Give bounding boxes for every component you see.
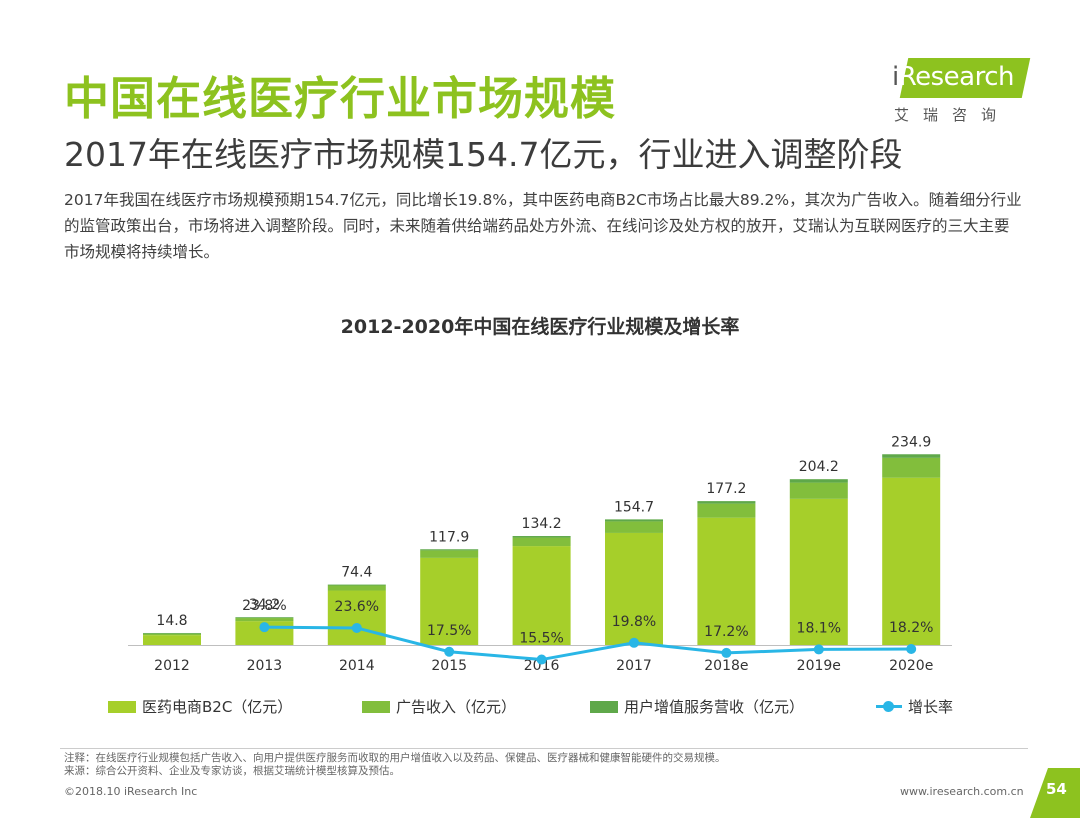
- growth-point-2016: [536, 654, 547, 665]
- legend-swatch-b2c: [108, 700, 136, 713]
- x-tick-label-2018e: 2018e: [704, 658, 748, 674]
- website: www.iresearch.com.cn: [900, 785, 1024, 798]
- bar-ad-2015: [420, 550, 479, 558]
- x-tick-label-2012: 2012: [154, 658, 190, 674]
- logo-initial: i: [892, 62, 899, 92]
- legend-label-b2c: 医药电商B2C（亿元）: [142, 698, 293, 716]
- legend-item-user: 用户增值服务营收（亿元）: [590, 696, 804, 717]
- bar-ad-2017: [605, 521, 663, 533]
- growth-line: [264, 625, 912, 662]
- bar-total-label-2013: 34.2: [249, 597, 280, 613]
- legend-label-user: 用户增值服务营收（亿元）: [624, 698, 805, 716]
- bar-user-2017: [605, 519, 663, 522]
- chart-title: 2012-2020年中国在线医疗行业规模及增长率: [340, 316, 740, 338]
- growth-label-2013: 23.8%: [242, 598, 286, 614]
- bar-user-2012: [143, 632, 201, 634]
- copyright: ©2018.10 iResearch Inc: [64, 785, 198, 798]
- legend-line-growth: [876, 701, 902, 712]
- footnote: 注释：在线医疗行业规模包括广告收入、向用户提供医疗服务而收取的用户增值收入以及药…: [64, 752, 726, 778]
- iresearch-logo: iResearch 艾瑞咨询: [884, 56, 1034, 126]
- x-tick-label-2014: 2014: [339, 658, 375, 674]
- bar-total-label-2018e: 177.2: [706, 481, 746, 497]
- growth-label-2018e: 17.2%: [704, 624, 748, 640]
- bar-user-2014: [327, 584, 386, 586]
- growth-point-2017: [629, 637, 639, 648]
- bar-b2c-2015: [420, 557, 479, 645]
- legend-label-growth: 增长率: [908, 698, 954, 716]
- growth-label-2019e: 18.1%: [797, 620, 841, 636]
- bar-b2c-2014: [327, 590, 386, 645]
- growth-point-2019e: [813, 644, 824, 655]
- x-tick-label-2013: 2013: [247, 658, 283, 674]
- x-tick-label-2015: 2015: [431, 658, 467, 674]
- bar-ad-2019e: [789, 482, 848, 499]
- bar-total-label-2019e: 204.2: [799, 459, 839, 475]
- legend-label-ad: 广告收入（亿元）: [396, 698, 517, 716]
- growth-point-2013: [259, 622, 270, 633]
- legend-item-growth: 增长率: [876, 696, 953, 717]
- growth-point-2018e: [721, 647, 732, 658]
- bar-b2c-2017: [605, 532, 663, 645]
- x-tick-label-2020e: 2020e: [889, 658, 933, 674]
- growth-point-2015: [444, 646, 455, 657]
- legend-item-b2c: 医药电商B2C（亿元）: [108, 696, 292, 717]
- page-title: 中国在线医疗行业市场规模: [64, 72, 617, 125]
- chart-legend: 医药电商B2C（亿元） 广告收入（亿元） 用户增值服务营收（亿元） 增长率: [0, 696, 1080, 720]
- growth-point-2020e: [906, 644, 917, 655]
- page-number: 54: [1046, 780, 1067, 798]
- logo-chinese: 艾瑞咨询: [894, 106, 1011, 124]
- bar-user-2016: [512, 536, 571, 538]
- footer-divider: [60, 748, 1028, 749]
- logo-brand: Research: [898, 62, 1015, 92]
- bar-b2c-2012: [143, 635, 201, 645]
- bar-user-2013: [235, 617, 294, 619]
- bar-b2c-2020e: [882, 477, 941, 645]
- x-tick-label-2017: 2017: [616, 658, 652, 674]
- bar-b2c-2018e: [697, 517, 756, 645]
- legend-swatch-ad: [362, 700, 390, 713]
- growth-label-2016: 15.5%: [519, 631, 563, 647]
- x-tick-label-2016: 2016: [524, 658, 560, 674]
- bar-ad-2018e: [697, 503, 756, 518]
- growth-label-2015: 17.5%: [427, 623, 471, 639]
- bar-ad-2014: [327, 585, 386, 591]
- bar-user-2019e: [789, 479, 848, 483]
- bar-user-2018e: [697, 501, 756, 504]
- x-tick-label-2019e: 2019e: [797, 658, 841, 674]
- bar-total-label-2020e: 234.9: [891, 434, 931, 450]
- bar-total-label-2012: 14.8: [156, 613, 187, 629]
- bar-total-label-2017: 154.7: [614, 499, 654, 515]
- legend-item-ad: 广告收入（亿元）: [362, 696, 516, 717]
- bar-user-2015: [420, 549, 479, 551]
- bar-ad-2016: [512, 537, 571, 547]
- growth-label-2020e: 18.2%: [889, 620, 933, 636]
- note-text: 注释：在线医疗行业规模包括广告收入、向用户提供医疗服务而收取的用户增值收入以及药…: [64, 752, 726, 764]
- growth-point-2014: [351, 622, 362, 633]
- growth-label-2017: 19.8%: [612, 614, 656, 630]
- bar-ad-2012: [143, 633, 201, 636]
- bar-ad-2013: [235, 618, 294, 622]
- description-text: 2017年我国在线医疗市场规模预期154.7亿元，同比增长19.8%，其中医药电…: [64, 191, 1022, 261]
- bar-user-2020e: [882, 454, 941, 458]
- bar-total-label-2015: 117.9: [429, 529, 469, 545]
- bar-ad-2020e: [882, 457, 941, 478]
- bar-b2c-2016: [512, 546, 571, 645]
- page-subtitle: 2017年在线医疗市场规模154.7亿元，行业进入调整阶段: [64, 135, 903, 174]
- legend-swatch-user: [590, 700, 618, 713]
- source-text: 来源：综合公开资料、企业及专家访谈，根据艾瑞统计模型核算及预估。: [64, 765, 400, 777]
- bar-total-label-2014: 74.4: [341, 565, 372, 581]
- growth-label-2014: 23.6%: [335, 599, 379, 615]
- bar-b2c-2019e: [789, 498, 848, 645]
- bar-total-label-2016: 134.2: [522, 516, 562, 532]
